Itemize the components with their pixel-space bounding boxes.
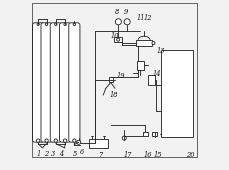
Circle shape [73,23,75,26]
Circle shape [64,23,66,26]
Text: 8: 8 [115,8,119,16]
Bar [114,37,122,42]
Text: 15: 15 [153,151,161,159]
Circle shape [37,23,39,26]
Circle shape [55,23,57,26]
Bar [136,40,151,46]
Bar [136,61,143,70]
Bar [88,139,108,148]
Circle shape [36,139,40,142]
Circle shape [124,19,130,25]
FancyBboxPatch shape [68,23,80,142]
Circle shape [45,23,47,26]
Text: 6: 6 [80,148,84,156]
Text: 19: 19 [116,72,125,80]
Bar [108,77,112,82]
FancyBboxPatch shape [33,23,44,142]
Circle shape [116,38,119,41]
Circle shape [54,139,57,142]
Bar [160,50,193,137]
Text: 10: 10 [110,32,119,40]
Bar [147,75,154,85]
Text: 7: 7 [98,151,102,159]
Text: 13: 13 [155,47,164,55]
Circle shape [151,41,154,45]
FancyBboxPatch shape [41,23,52,142]
Circle shape [72,139,76,142]
Circle shape [45,139,48,142]
Text: 2: 2 [44,150,48,158]
Text: 11: 11 [136,14,145,22]
Text: 3: 3 [51,150,55,158]
Text: 18: 18 [109,91,117,99]
Circle shape [115,19,121,25]
Text: 17: 17 [123,151,131,159]
FancyBboxPatch shape [50,23,61,142]
FancyBboxPatch shape [59,23,70,142]
Text: 12: 12 [143,14,151,22]
Circle shape [122,136,126,140]
Text: 14: 14 [151,70,160,78]
Text: 16: 16 [143,151,151,159]
Circle shape [63,139,66,142]
Text: 20: 20 [185,151,194,159]
Text: 4: 4 [59,150,63,158]
Bar [142,132,147,136]
Text: 5: 5 [72,150,76,158]
Text: 9: 9 [123,8,128,16]
Circle shape [76,140,80,144]
Text: 1: 1 [36,150,40,158]
Bar [151,132,156,136]
